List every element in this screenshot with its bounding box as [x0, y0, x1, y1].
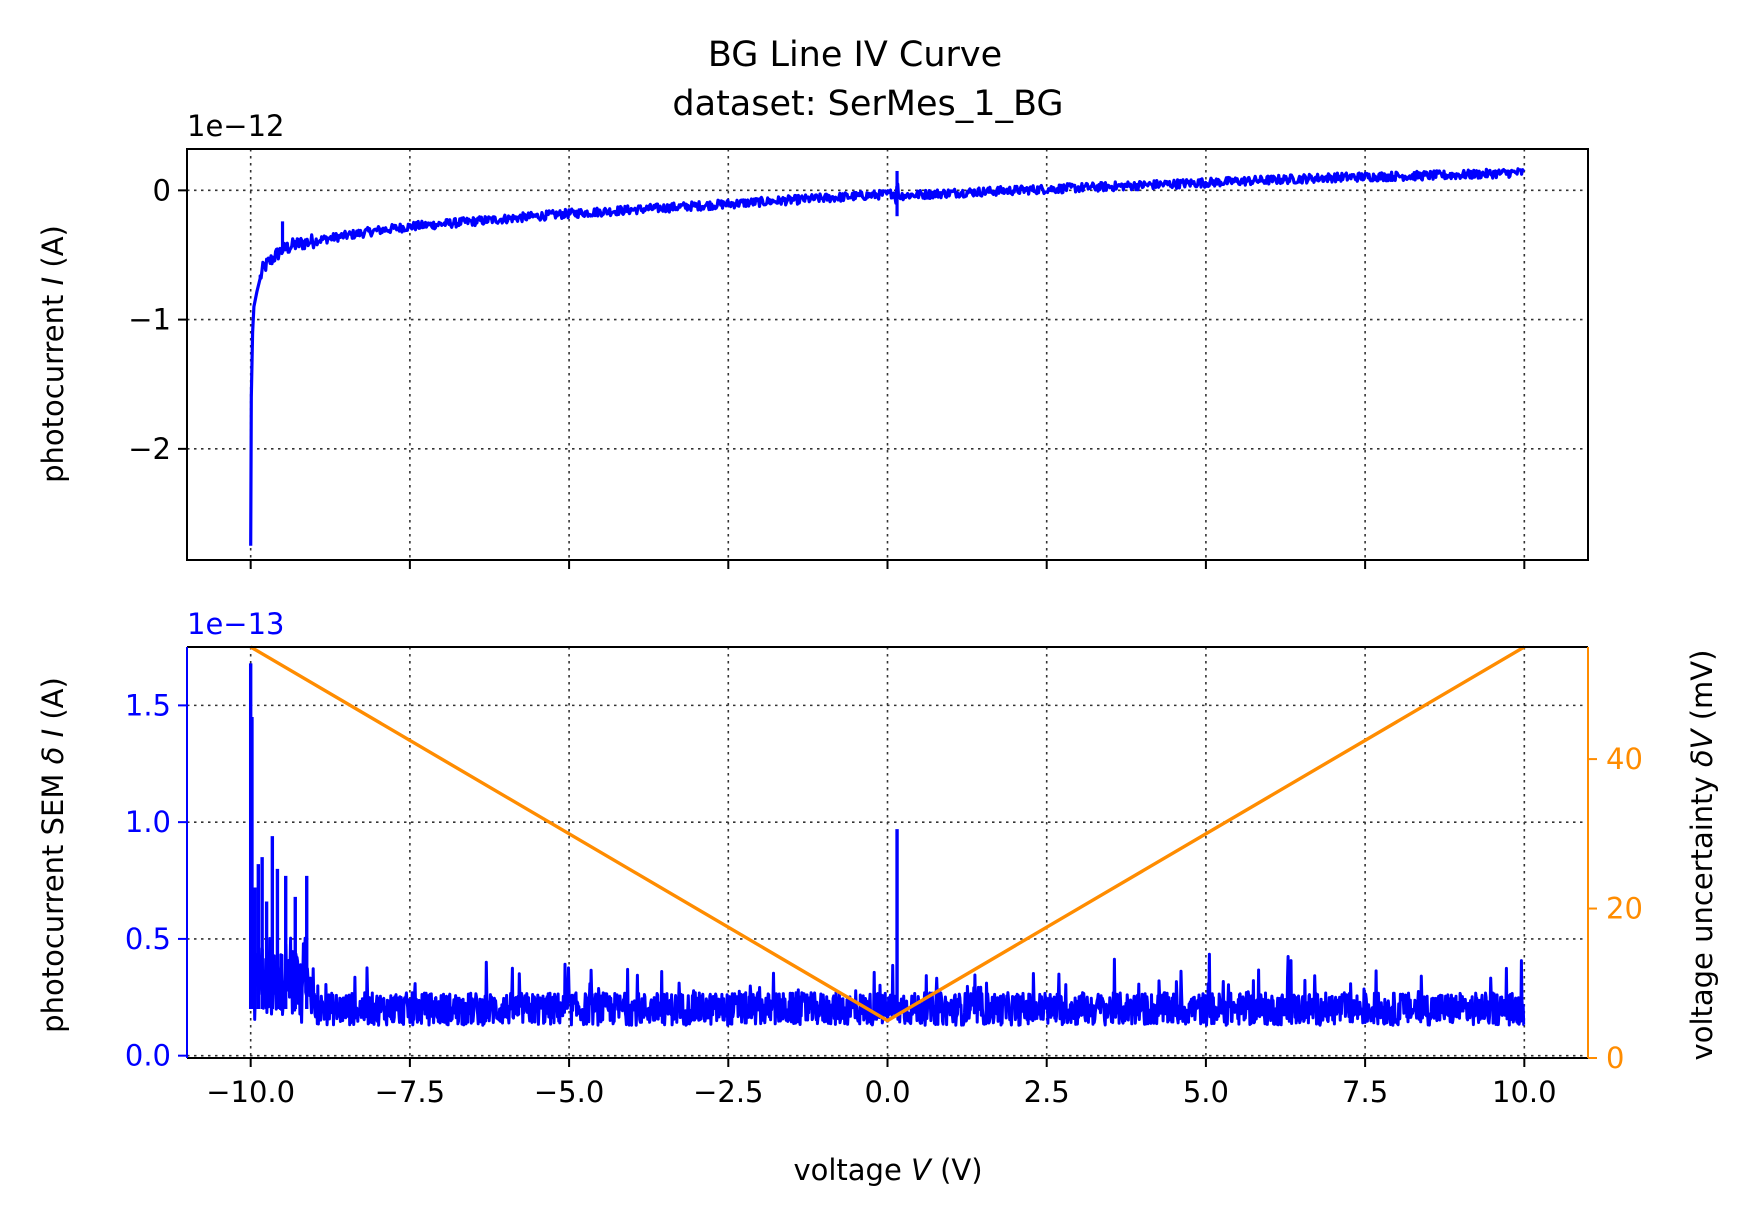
bottom-x-tick-label-3: −2.5	[693, 1075, 763, 1109]
bottom-x-tick-label-5: 2.5	[1024, 1075, 1070, 1109]
right-y-tick-label-1: 20	[1606, 892, 1643, 926]
bottom-data	[248, 645, 1526, 1027]
bottom-panel: −10.0 −7.5 −5.0 −2.5 0.0 2.5 5.0 7.5 10.0 0.0 0.5 1…	[36, 607, 1719, 1187]
bottom-series-voltage-uncertainty	[249, 645, 1526, 1023]
right-y-tick-label-0: 0	[1606, 1041, 1624, 1075]
top-y-axis-label: photocurrent I (A)	[36, 225, 70, 483]
bottom-y-tick-label-0: 0.0	[125, 1039, 171, 1073]
top-ticks: 0 −1 −2	[128, 173, 1526, 569]
top-y-tick-label-0: 0	[153, 173, 171, 207]
top-panel: 0 −1 −2 1e−12 photocurrent I (A)	[36, 109, 1589, 569]
bottom-x-tick-label-7: 7.5	[1342, 1075, 1388, 1109]
top-offset-label: 1e−12	[187, 109, 285, 143]
bottom-y-tick-label-1: 0.5	[125, 922, 171, 956]
bottom-y-tick-label-3: 1.5	[125, 688, 171, 722]
chart-subtitle: dataset: SerMes_1_BG	[672, 84, 1063, 124]
bottom-grid	[187, 647, 1588, 1058]
chart-title: BG Line IV Curve	[708, 35, 1002, 75]
bottom-x-tick-label-2: −5.0	[534, 1075, 604, 1109]
bottom-ticks: −10.0 −7.5 −5.0 −2.5 0.0 2.5 5.0 7.5 10.0 0.0 0.5 1…	[125, 688, 1643, 1109]
top-series-photocurrent	[249, 167, 1526, 546]
bottom-y-tick-label-2: 1.0	[125, 805, 171, 839]
top-data	[249, 167, 1526, 546]
bottom-x-tick-label-6: 5.0	[1183, 1075, 1229, 1109]
bottom-x-tick-label-8: 10.0	[1492, 1075, 1557, 1109]
bottom-x-tick-label-1: −7.5	[375, 1075, 445, 1109]
bottom-right-y-axis-label: voltage uncertainty δV (mV)	[1685, 650, 1719, 1061]
x-axis-label: voltage V (V)	[793, 1153, 982, 1187]
top-y-tick-label-2: −2	[128, 432, 171, 466]
bottom-y-axis-label: photocurrent SEM δ I (A)	[36, 677, 70, 1033]
bottom-x-tick-label-4: 0.0	[864, 1075, 910, 1109]
bottom-x-tick-label-0: −10.0	[206, 1075, 295, 1109]
top-y-tick-label-1: −1	[128, 303, 171, 337]
right-y-tick-label-2: 40	[1606, 742, 1643, 776]
bottom-offset-label: 1e−13	[187, 607, 285, 641]
